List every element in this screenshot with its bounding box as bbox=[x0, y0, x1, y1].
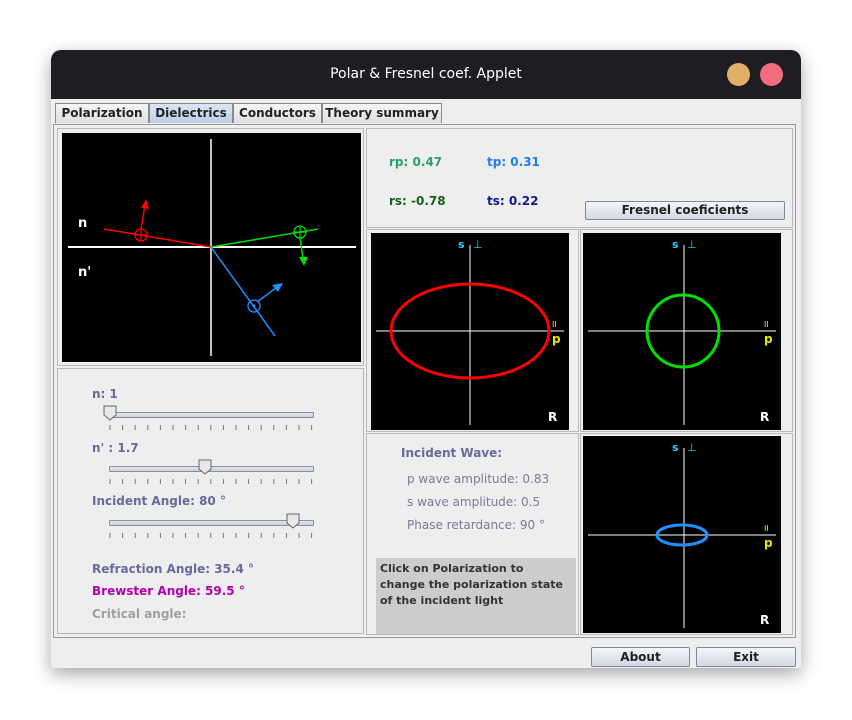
critical-angle-text: Critical angle: bbox=[92, 607, 187, 621]
ts-value: ts: 0.22 bbox=[487, 194, 539, 208]
incident-angle-slider-thumb[interactable] bbox=[286, 513, 300, 529]
n-prime-label: n' bbox=[78, 265, 91, 280]
tab-conductors[interactable]: Conductors bbox=[233, 103, 322, 123]
reflected-plot-panel: s ⊥ II p R bbox=[366, 229, 579, 432]
transmitted-r-label: R bbox=[760, 410, 769, 424]
phase-retardance: Phase retardance: 90 ° bbox=[407, 518, 545, 532]
window-title: Polar & Fresnel coef. Applet bbox=[330, 66, 522, 82]
p-axis-label: p bbox=[552, 332, 561, 346]
ray-diagram-svg: n n' bbox=[68, 139, 356, 356]
perp-symbol: ⊥ bbox=[687, 238, 697, 251]
n-label: n bbox=[78, 216, 87, 231]
minimize-button[interactable] bbox=[727, 63, 750, 86]
ray-diagram: n n' bbox=[62, 133, 361, 362]
refraction-angle-text: Refraction Angle: 35.4 ° bbox=[92, 562, 254, 576]
reflected-p-arrow bbox=[140, 204, 146, 230]
reflected-ray bbox=[103, 228, 212, 248]
tab-polarization[interactable]: Polarization bbox=[55, 103, 149, 123]
p-axis-label: p bbox=[764, 332, 773, 346]
about-button[interactable]: About bbox=[591, 647, 690, 667]
transmitted-plot: s ⊥ II p R bbox=[583, 233, 781, 430]
brewster-angle-text: Brewster Angle: 59.5 ° bbox=[92, 584, 245, 598]
exit-button[interactable]: Exit bbox=[696, 647, 796, 667]
s-axis-label: s bbox=[672, 238, 679, 251]
incident-ray bbox=[210, 246, 276, 337]
reflected-plot: s ⊥ II p R bbox=[371, 233, 569, 430]
incident-angle-slider[interactable] bbox=[109, 520, 314, 526]
s-axis-label: s bbox=[672, 441, 679, 454]
controls-panel: n: 1 n' : 1.7 Incident Angle: 80 ° Refra… bbox=[57, 368, 364, 634]
fresnel-coefficients-button[interactable]: Fresnel coeficients bbox=[585, 201, 785, 220]
incident-angle-label: Incident Angle: 80 ° bbox=[92, 494, 226, 508]
incident-p-arrow bbox=[256, 287, 277, 303]
tab-content: n n' n: 1 n' : 1.7 Incident Angle: 80 ° … bbox=[53, 124, 796, 638]
incident-r-label: R bbox=[760, 613, 769, 627]
tab-theory-summary[interactable]: Theory summary bbox=[322, 103, 442, 123]
tab-bar: Polarization Dielectrics Conductors Theo… bbox=[51, 99, 801, 125]
incident-plot-panel: s ⊥ II p R bbox=[580, 433, 793, 635]
tab-dielectrics[interactable]: Dielectrics bbox=[149, 103, 233, 123]
close-button[interactable] bbox=[760, 63, 783, 86]
n-slider[interactable] bbox=[109, 412, 314, 418]
incident-wave-panel: Incident Wave: p wave amplitude: 0.83 s … bbox=[366, 433, 579, 635]
n-slider-ticks bbox=[109, 425, 313, 430]
n-prime-slider-thumb[interactable] bbox=[198, 459, 212, 475]
ray-diagram-panel: n n' bbox=[57, 128, 364, 366]
perp-symbol: ⊥ bbox=[473, 238, 483, 251]
p-wave-amplitude: p wave amplitude: 0.83 bbox=[407, 472, 550, 486]
title-bar: Polar & Fresnel coef. Applet bbox=[51, 50, 801, 99]
incident-angle-slider-ticks bbox=[109, 533, 313, 538]
applet-window: Polar & Fresnel coef. Applet Polarizatio… bbox=[51, 50, 801, 668]
reflected-ellipse bbox=[389, 282, 551, 380]
rp-value: rp: 0.47 bbox=[389, 155, 443, 169]
p-axis-label: p bbox=[764, 536, 773, 550]
s-axis-label: s bbox=[458, 238, 465, 251]
incident-s-marker bbox=[247, 299, 261, 313]
transmitted-ellipse bbox=[645, 293, 721, 369]
tp-value: tp: 0.31 bbox=[487, 155, 540, 169]
parallel-symbol: II bbox=[764, 320, 769, 329]
incident-ellipse bbox=[655, 523, 709, 547]
n-prime-label: n' : 1.7 bbox=[92, 441, 139, 455]
s-wave-amplitude: s wave amplitude: 0.5 bbox=[407, 495, 541, 509]
coefficients-panel: rp: 0.47 tp: 0.31 rs: -0.78 ts: 0.22 Fre… bbox=[366, 128, 793, 228]
perp-symbol: ⊥ bbox=[687, 441, 697, 454]
incident-wave-title: Incident Wave: bbox=[401, 446, 503, 460]
n-label: n: 1 bbox=[92, 387, 118, 401]
transmitted-p-arrow bbox=[299, 236, 304, 260]
parallel-symbol: II bbox=[764, 524, 769, 533]
rs-value: rs: -0.78 bbox=[389, 194, 446, 208]
parallel-symbol: II bbox=[552, 320, 557, 329]
transmitted-plot-panel: s ⊥ II p R bbox=[580, 229, 793, 432]
n-prime-slider-ticks bbox=[109, 479, 313, 484]
reflected-r-label: R bbox=[548, 410, 557, 424]
incident-plot: s ⊥ II p R bbox=[583, 436, 781, 633]
n-slider-thumb[interactable] bbox=[103, 405, 117, 421]
polarization-hint: Click on Polarization to change the pola… bbox=[376, 558, 576, 634]
